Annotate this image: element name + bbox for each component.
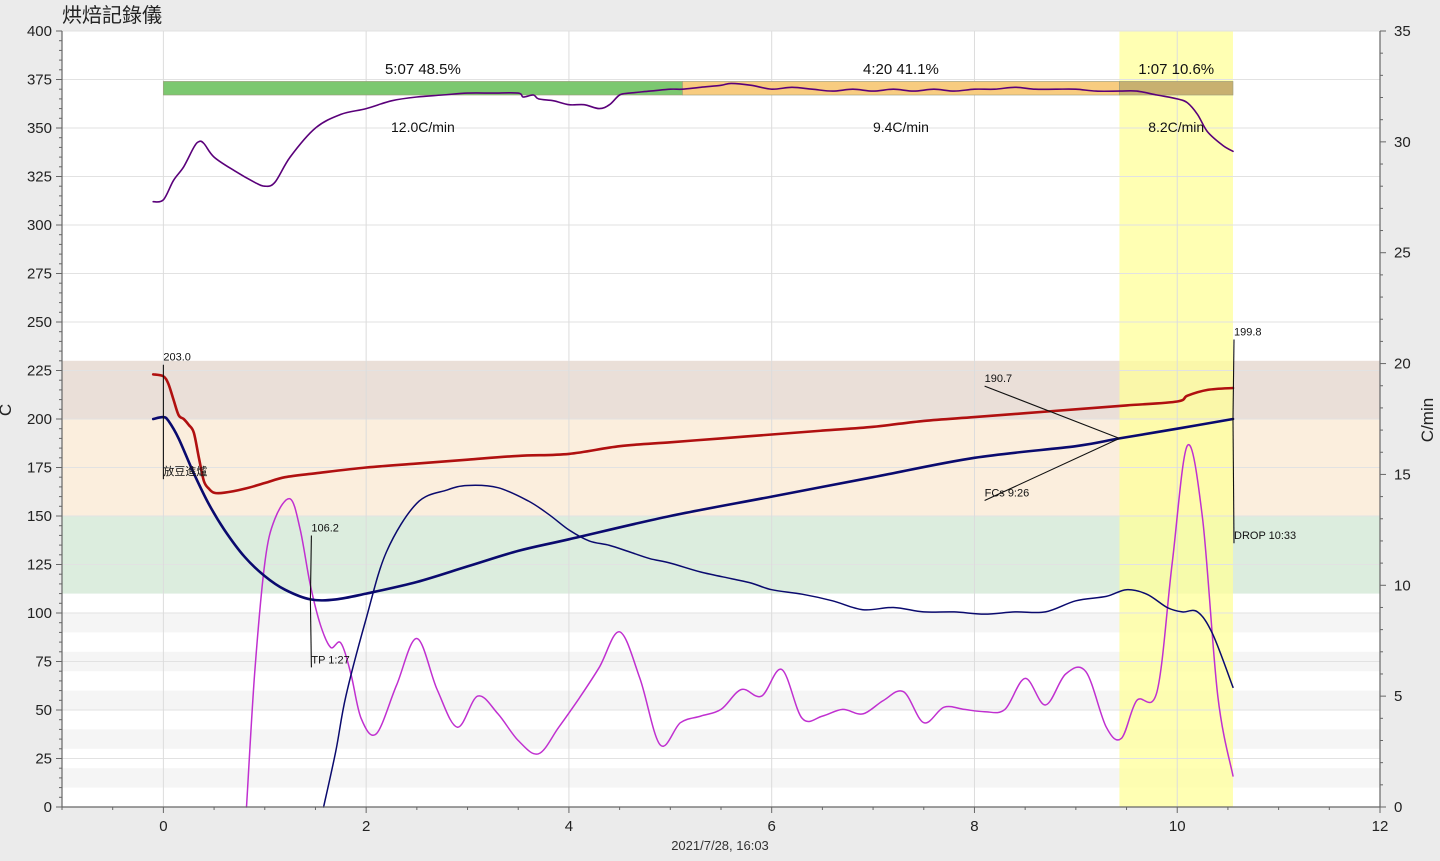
- y-tick-label: 300: [27, 217, 52, 234]
- y-axis-label: C: [0, 404, 15, 416]
- y-tick-label: 200: [27, 411, 52, 428]
- x-tick-label: 12: [1372, 818, 1389, 835]
- phase-time-label: 4:20 41.1%: [863, 61, 939, 78]
- annotation-label: 199.8: [1234, 327, 1262, 339]
- y2-axis-label: C/min: [1418, 398, 1437, 442]
- x-tick-label: 10: [1169, 818, 1186, 835]
- y-tick-label: 400: [27, 23, 52, 40]
- x-tick-label: 2: [362, 818, 370, 835]
- x-tick-label: 8: [970, 818, 978, 835]
- y2-tick-label: 0: [1394, 799, 1402, 816]
- y2-tick-label: 35: [1394, 23, 1411, 40]
- y-tick-label: 150: [27, 508, 52, 525]
- x-tick-label: 6: [768, 818, 776, 835]
- window-title: 烘焙記錄儀: [62, 4, 162, 27]
- background-stripe: [62, 729, 1380, 749]
- annotation-label: 203.0: [163, 352, 191, 364]
- y-tick-label: 325: [27, 169, 52, 186]
- annotation-leader: [1232, 418, 1235, 544]
- phase-rate-label: 12.0C/min: [391, 119, 455, 135]
- y-tick-label: 250: [27, 314, 52, 331]
- y-tick-label: 25: [35, 751, 52, 768]
- annotation-leader: [1232, 339, 1235, 420]
- y-tick-label: 0: [44, 799, 52, 816]
- annotation-label: DROP 10:33: [1234, 530, 1296, 542]
- annotation-leader: [309, 535, 312, 600]
- y-tick-label: 350: [27, 120, 52, 137]
- y2-tick-label: 15: [1394, 466, 1411, 483]
- y2-tick-label: 5: [1394, 688, 1402, 705]
- y-tick-label: 75: [35, 654, 52, 671]
- x-tick-label: 0: [159, 818, 167, 835]
- series-env-ror: [245, 443, 1234, 808]
- phase-bar: [682, 81, 1120, 96]
- series-env-temp: [151, 373, 1235, 495]
- series-ror-summary: [152, 82, 1234, 203]
- x-tick-label: 4: [565, 818, 573, 835]
- phase-bar: [163, 81, 683, 96]
- annotation-label: TP 1:27: [311, 654, 349, 666]
- phase-rate-label: 9.4C/min: [873, 119, 929, 135]
- annotation-leader: [309, 599, 312, 668]
- y-tick-label: 175: [27, 460, 52, 477]
- y-tick-label: 275: [27, 266, 52, 283]
- phase-time-label: 5:07 48.5%: [385, 61, 461, 78]
- series-bean-temp: [151, 415, 1235, 602]
- background-stripe: [62, 613, 1380, 633]
- y2-tick-label: 25: [1394, 245, 1411, 262]
- phase-bar: [1119, 81, 1234, 96]
- y-tick-label: 100: [27, 605, 52, 622]
- background-stripe: [62, 690, 1380, 710]
- y-tick-label: 225: [27, 363, 52, 380]
- y2-tick-label: 30: [1394, 134, 1411, 151]
- y-tick-label: 125: [27, 557, 52, 574]
- x-axis-label: 2021/7/28, 16:03: [671, 838, 769, 853]
- annotation-label: FCs 9:26: [985, 488, 1030, 500]
- annotation-leader: [984, 437, 1120, 502]
- series-bean-ror: [322, 484, 1234, 808]
- phase-time-label: 1:07 10.6%: [1138, 61, 1214, 78]
- y-tick-label: 50: [35, 702, 52, 719]
- annotation-leader: [984, 385, 1120, 439]
- annotation-label: 190.7: [985, 373, 1013, 385]
- phase-rate-label: 8.2C/min: [1148, 119, 1204, 135]
- background-stripe: [62, 768, 1380, 788]
- annotation-label: 106.2: [311, 522, 339, 534]
- y2-tick-label: 20: [1394, 356, 1411, 373]
- annotation-label: 放豆進爐: [163, 464, 207, 478]
- y-tick-label: 375: [27, 72, 52, 89]
- y2-tick-label: 10: [1394, 577, 1411, 594]
